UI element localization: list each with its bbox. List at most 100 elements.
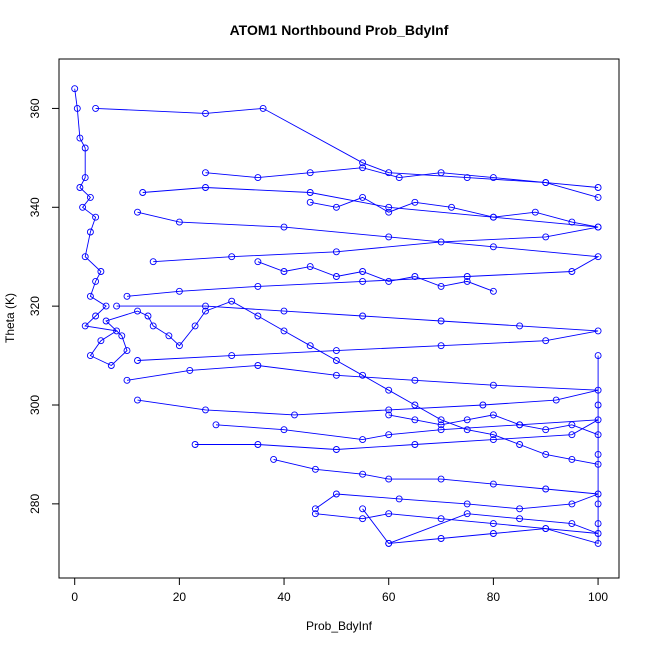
- data-point: [385, 431, 393, 439]
- data-point: [542, 426, 550, 434]
- data-point: [594, 539, 602, 547]
- data-point: [437, 342, 445, 350]
- data-point: [411, 416, 419, 424]
- data-point: [437, 535, 445, 542]
- data-point: [359, 371, 367, 379]
- series-line: [273, 458, 599, 510]
- data-point: [175, 218, 183, 226]
- data-point: [437, 416, 445, 424]
- data-point: [186, 366, 194, 374]
- data-point: [175, 287, 183, 295]
- data-point: [81, 144, 89, 152]
- data-point: [102, 302, 110, 310]
- data-point: [202, 169, 209, 177]
- series-line: [126, 365, 599, 416]
- data-point: [97, 268, 105, 275]
- data-point: [594, 253, 602, 261]
- data-point: [463, 510, 471, 518]
- series-3: [123, 208, 602, 300]
- data-point: [385, 475, 393, 483]
- data-point: [437, 426, 445, 434]
- data-point: [542, 450, 550, 458]
- series-line: [205, 167, 599, 188]
- data-point: [463, 426, 471, 434]
- data-point: [489, 436, 497, 444]
- data-point: [332, 490, 340, 498]
- series-8: [311, 505, 602, 547]
- data-point: [463, 277, 471, 285]
- data-point: [306, 189, 314, 196]
- data-point: [463, 174, 471, 182]
- data-point: [359, 159, 367, 167]
- chart-title: ATOM1 Northbound Prob_BdyInf: [230, 22, 449, 38]
- x-tick-label: 20: [173, 590, 187, 604]
- data-point: [280, 426, 288, 434]
- data-point: [385, 277, 393, 285]
- data-point: [385, 386, 393, 394]
- data-point: [437, 475, 445, 483]
- x-tick-label: 40: [277, 590, 291, 604]
- data-point: [542, 525, 550, 533]
- data-point: [463, 500, 471, 508]
- data-point: [332, 357, 340, 364]
- data-point: [212, 421, 220, 429]
- data-point: [411, 441, 419, 448]
- data-point: [385, 169, 393, 177]
- x-tick-label: 0: [71, 590, 78, 604]
- data-point: [291, 411, 298, 419]
- series-line: [310, 196, 599, 228]
- data-point: [594, 327, 602, 335]
- data-point: [542, 233, 550, 241]
- data-point: [202, 307, 209, 315]
- data-point: [202, 406, 209, 414]
- data-point: [113, 302, 121, 310]
- data-point: [149, 258, 157, 266]
- series-10: [202, 164, 602, 191]
- data-point: [594, 352, 602, 360]
- data-point: [86, 352, 94, 360]
- data-point: [489, 381, 497, 389]
- y-tick-label: 280: [28, 494, 42, 514]
- data-point: [228, 253, 236, 261]
- data-point: [306, 169, 314, 177]
- data-point: [489, 530, 497, 537]
- series-1: [92, 104, 602, 201]
- data-point: [359, 505, 367, 513]
- data-point: [568, 500, 576, 508]
- data-point: [280, 327, 288, 335]
- data-point: [113, 327, 121, 335]
- data-point: [489, 174, 497, 182]
- data-point: [542, 179, 550, 187]
- series-line: [388, 355, 599, 544]
- data-point: [81, 322, 89, 330]
- data-point: [489, 411, 497, 419]
- y-axis: 280 300 320 340 360: [28, 98, 59, 514]
- data-point: [568, 455, 576, 463]
- data-point: [165, 332, 173, 340]
- data-point: [516, 515, 524, 523]
- data-point: [395, 174, 403, 182]
- data-point: [102, 317, 110, 325]
- data-point: [437, 421, 445, 429]
- data-point: [306, 342, 314, 350]
- x-axis: 0 20 40 60 80 100: [71, 578, 608, 604]
- data-point: [228, 297, 236, 305]
- data-point: [144, 312, 152, 320]
- series-4: [113, 302, 602, 364]
- series-line: [315, 508, 599, 544]
- data-point: [311, 465, 319, 473]
- data-point: [81, 174, 89, 182]
- data-point: [97, 337, 105, 345]
- data-point: [92, 104, 100, 112]
- series-13: [385, 411, 602, 439]
- data-point: [568, 218, 576, 226]
- series-line: [126, 211, 600, 297]
- data-point: [437, 515, 445, 523]
- series-11: [306, 193, 602, 231]
- series-line: [74, 88, 599, 465]
- data-point: [92, 213, 100, 221]
- data-point: [123, 347, 131, 355]
- series-9: [385, 352, 602, 547]
- data-point: [306, 263, 314, 271]
